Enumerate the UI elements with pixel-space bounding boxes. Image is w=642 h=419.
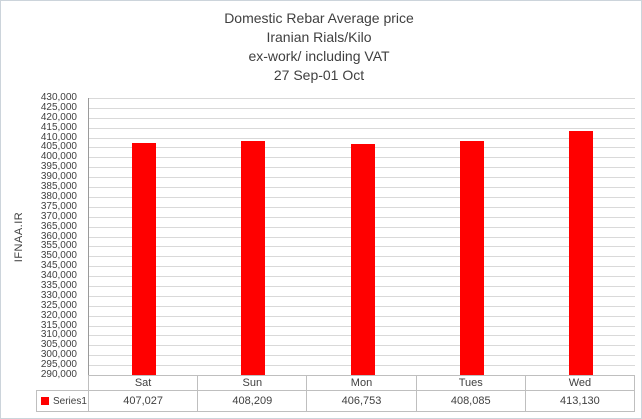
data-table-row: Series1 407,027 408,209 406,753 408,085 413,…: [36, 390, 636, 412]
bar-mon: [351, 144, 375, 375]
y-axis-tick-label: 400,000: [40, 151, 77, 162]
y-axis-tick-label: 380,000: [40, 191, 77, 202]
gridline: [89, 128, 635, 129]
category-cell: Tues: [417, 376, 526, 390]
bar-sun: [241, 141, 265, 375]
category-cell: Sat: [89, 376, 199, 390]
y-axis-tick-label: 345,000: [40, 260, 77, 271]
y-axis-tick-label: 320,000: [40, 310, 77, 321]
y-axis-tick-label: 425,000: [40, 102, 77, 113]
category-axis-row: Sat Sun Mon Tues Wed: [88, 375, 636, 390]
gridline: [89, 118, 635, 119]
series-swatch-icon: [41, 397, 49, 405]
y-axis-tick-label: 330,000: [40, 290, 77, 301]
y-axis-tick-label: 365,000: [40, 221, 77, 232]
y-axis-tick-label: 405,000: [40, 141, 77, 152]
bar-tues: [460, 141, 484, 375]
value-cell: 406,753: [307, 391, 417, 411]
y-axis-tick-label: 355,000: [40, 240, 77, 251]
y-axis-tick-label: 370,000: [40, 211, 77, 222]
y-axis-tick-label: 310,000: [40, 329, 77, 340]
plot-area: [88, 98, 635, 375]
y-axis-tick-label: 350,000: [40, 250, 77, 261]
y-axis-tick-label: 420,000: [40, 112, 77, 123]
y-axis-tick-label: 335,000: [40, 280, 77, 291]
y-axis-tick-label: 375,000: [40, 201, 77, 212]
y-axis-tick-label: 415,000: [40, 122, 77, 133]
legend: Series1: [37, 391, 89, 411]
legend-label: Series1: [53, 395, 87, 407]
gridline: [89, 138, 635, 139]
y-axis-tick-label: 315,000: [40, 320, 77, 331]
value-cell: 407,027: [89, 391, 199, 411]
chart-title: Domestic Rebar Average price Iranian Ria…: [1, 9, 637, 85]
y-axis-tick-label: 410,000: [40, 132, 77, 143]
y-axis-tick-labels: 430,000 425,000 420,000 415,000 410,000 405,0…: [1, 93, 77, 380]
y-axis-tick-label: 325,000: [40, 300, 77, 311]
y-axis-tick-label: 395,000: [40, 161, 77, 172]
y-axis-tick-label: 340,000: [40, 270, 77, 281]
bar-sat: [132, 143, 156, 375]
chart-title-line-4: 27 Sep-01 Oct: [273, 67, 365, 83]
category-cell: Mon: [307, 376, 417, 390]
y-axis-tick-label: 430,000: [40, 92, 77, 103]
category-cell: Wed: [526, 376, 636, 390]
gridline: [89, 98, 635, 99]
value-cell: 408,085: [417, 391, 526, 411]
bar-wed: [569, 131, 593, 375]
y-axis-tick-label: 305,000: [40, 339, 77, 350]
y-axis-tick-label: 295,000: [40, 359, 77, 370]
y-axis-tick-label: 290,000: [40, 369, 77, 380]
chart-title-line-2: Iranian Rials/Kilo: [266, 29, 372, 45]
y-axis-tick-label: 385,000: [40, 181, 77, 192]
chart-title-line-1: Domestic Rebar Average price: [224, 10, 414, 26]
gridline: [89, 108, 635, 109]
chart-title-line-3: ex-work/ including VAT: [248, 48, 390, 64]
y-axis-tick-label: 300,000: [40, 349, 77, 360]
y-axis-tick-label: 390,000: [40, 171, 77, 182]
value-cell: 413,130: [526, 391, 636, 411]
category-cell: Sun: [198, 376, 308, 390]
value-cells-row: 407,027 408,209 406,753 408,085 413,130: [89, 391, 636, 411]
value-cell: 408,209: [198, 391, 308, 411]
y-axis-tick-label: 360,000: [40, 231, 77, 242]
